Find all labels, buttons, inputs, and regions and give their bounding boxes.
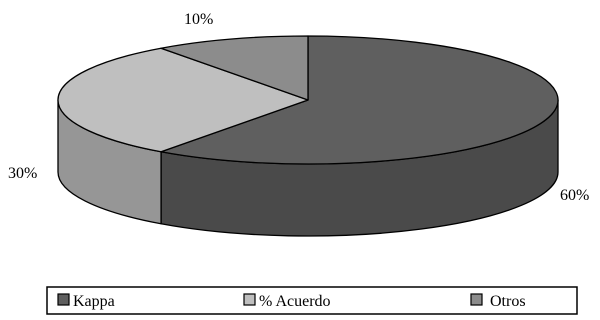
slice-label-kappa: 60% bbox=[560, 187, 589, 204]
pie-slice-acuerdo bbox=[57, 47, 309, 153]
legend: Kappa % Acuerdo Otros bbox=[46, 286, 578, 315]
pie-slice-kappa bbox=[160, 35, 559, 165]
legend-label-otros: Otros bbox=[490, 293, 526, 310]
legend-swatch-otros bbox=[470, 293, 483, 306]
slice-label-otros: 10% bbox=[184, 11, 213, 28]
pie-tops bbox=[57, 35, 559, 165]
pie-slice-otros bbox=[160, 35, 309, 101]
legend-swatch-acuerdo bbox=[243, 293, 256, 306]
slice-label-acuerdo: 30% bbox=[8, 165, 37, 182]
legend-label-acuerdo: % Acuerdo bbox=[259, 293, 331, 310]
legend-box bbox=[46, 286, 578, 315]
legend-label-kappa: Kappa bbox=[73, 293, 115, 310]
legend-swatch-kappa bbox=[57, 293, 70, 306]
